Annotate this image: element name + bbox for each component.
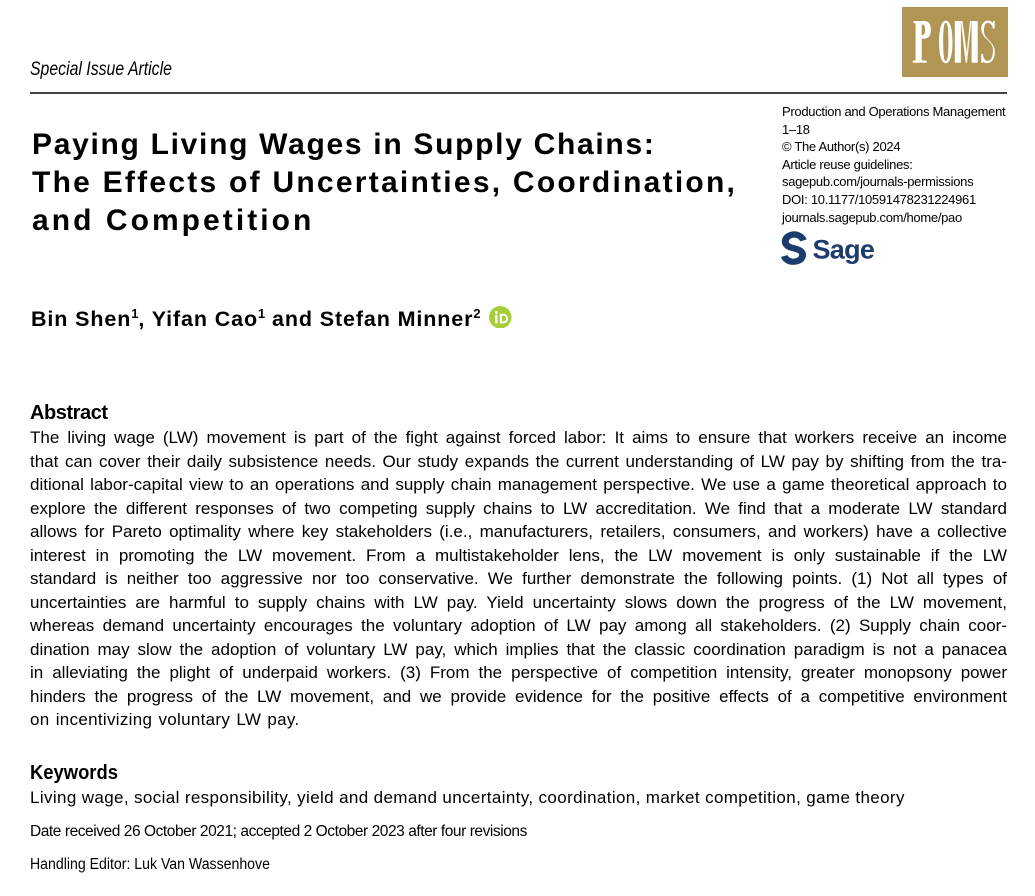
svg-text:Sage: Sage xyxy=(813,235,875,265)
